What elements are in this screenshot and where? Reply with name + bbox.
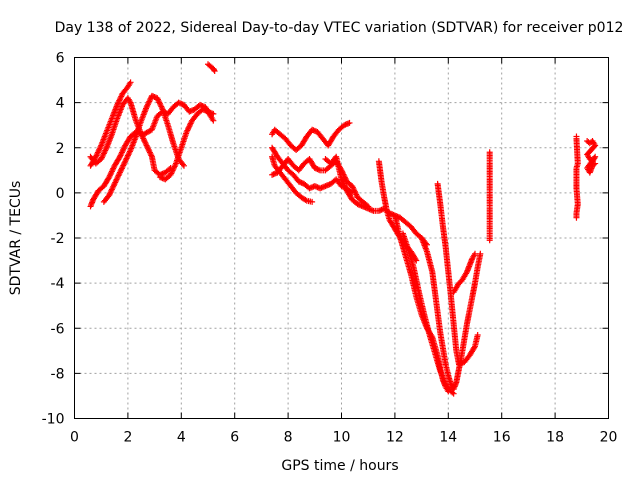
series-track-t	[584, 137, 599, 176]
data-point	[477, 250, 484, 257]
y-tick-label: 4	[56, 96, 65, 112]
data-point	[309, 198, 316, 205]
y-tick-label: -2	[51, 231, 65, 247]
data-point	[474, 332, 481, 339]
y-tick-label: 2	[56, 141, 65, 157]
y-axis-label: SDTVAR / TECUs	[8, 181, 24, 296]
x-axis-label: GPS time / hours	[281, 458, 398, 474]
data-point	[413, 257, 420, 264]
x-tick-label: 18	[546, 430, 564, 446]
data-point	[211, 66, 218, 73]
x-tick-label: 12	[386, 430, 404, 446]
x-tick-label: 8	[284, 430, 293, 446]
data-point	[471, 344, 478, 351]
x-tick-label: 20	[600, 430, 618, 446]
axis-ticks: 0 2 4 6 8 10 12 14 16 18 20 -10 -8 -6 -4 -2 0 2 4 6	[42, 51, 618, 446]
series-track-h	[269, 144, 356, 196]
data-point	[592, 160, 599, 167]
x-tick-label: 10	[333, 430, 351, 446]
series-track-g	[269, 119, 353, 154]
grid	[74, 57, 609, 419]
data-point	[486, 237, 493, 244]
y-tick-label: 6	[56, 51, 65, 67]
y-tick-label: 0	[56, 186, 65, 202]
series-track-o	[418, 235, 484, 393]
data-point	[302, 196, 309, 203]
data-point	[472, 250, 478, 257]
series-track-r	[486, 149, 493, 244]
series-track-b	[87, 79, 134, 169]
data-point	[127, 79, 134, 86]
series-track-f	[205, 61, 218, 75]
y-tick-label: -4	[51, 276, 65, 292]
data-point	[180, 162, 187, 169]
plot-frame	[74, 57, 609, 419]
data-point	[210, 110, 217, 117]
x-tick-label: 2	[123, 430, 132, 446]
data-points	[87, 61, 599, 397]
series-track-p	[434, 180, 481, 368]
series-track-q	[450, 250, 478, 296]
y-tick-label: -6	[51, 321, 65, 337]
chart-title: Day 138 of 2022, Sidereal Day-to-day VTE…	[55, 20, 624, 36]
data-point	[210, 117, 217, 124]
y-tick-label: -8	[51, 366, 65, 382]
x-tick-label: 14	[439, 430, 457, 446]
y-tick-label: -10	[42, 412, 65, 428]
x-tick-label: 6	[230, 430, 239, 446]
series-track-s	[573, 133, 581, 221]
series-track-n	[399, 230, 457, 397]
data-point	[590, 161, 597, 168]
data-point	[211, 68, 218, 75]
data-point	[573, 214, 580, 221]
x-tick-label: 16	[493, 430, 511, 446]
series-track-k	[322, 153, 430, 248]
series-track-j	[269, 156, 372, 210]
x-tick-label: 4	[177, 430, 186, 446]
data-point	[346, 119, 353, 126]
series-track-e	[156, 106, 217, 183]
x-tick-label: 0	[70, 430, 79, 446]
series-track-i	[269, 153, 316, 205]
data-point	[179, 161, 186, 168]
